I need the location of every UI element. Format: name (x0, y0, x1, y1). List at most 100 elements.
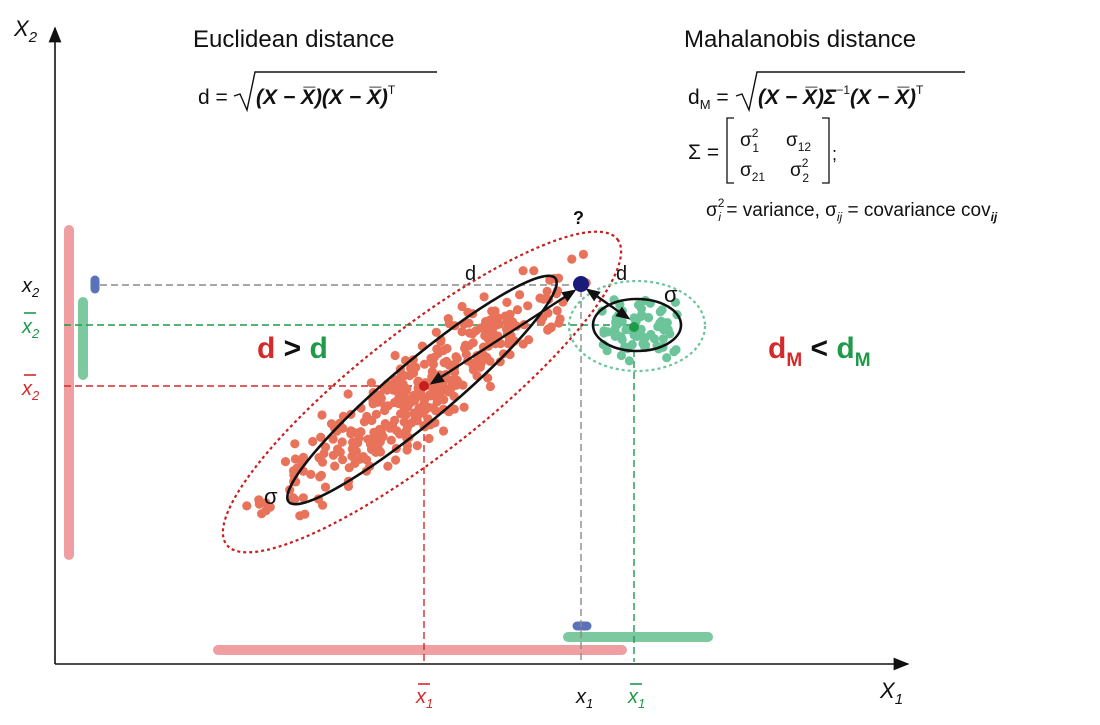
svg-text:(X − X̅)Σ−1(X − X̅)T: (X − X̅)Σ−1(X − X̅)T (758, 83, 924, 109)
red-data-point (523, 301, 533, 311)
red-data-point (449, 404, 459, 414)
red-data-point (539, 294, 549, 304)
red-sigma-label: σ (264, 484, 278, 509)
red-data-point (518, 266, 528, 276)
red-data-point (257, 509, 267, 519)
red-data-point (319, 448, 329, 459)
red-data-point (407, 418, 417, 428)
red-data-point (529, 266, 539, 276)
green-sigma-label: σ (664, 282, 678, 307)
red-data-point (316, 432, 326, 442)
variance-legend: σ2 i = variance, σij = covariance covij (706, 196, 998, 224)
red-data-point (465, 328, 475, 338)
svg-text:x2: x2 (21, 378, 40, 403)
red-data-point (479, 292, 489, 302)
red-data-point (320, 482, 331, 492)
euclidean-d-label: d (465, 263, 476, 285)
red-data-point (254, 495, 264, 505)
mahalanobis-distance-arrow (585, 288, 631, 320)
red-data-point (431, 327, 441, 337)
red-data-point (515, 290, 525, 300)
red-data-point (326, 419, 337, 429)
red-data-point (290, 454, 300, 464)
red-data-point (290, 494, 300, 504)
red-data-point (487, 322, 497, 332)
red-data-point (440, 385, 450, 395)
red-data-point (388, 385, 398, 395)
green-data-point (627, 340, 637, 350)
red-data-point (433, 393, 443, 403)
red-data-point (460, 343, 470, 353)
svg-text:;: ; (832, 144, 837, 164)
red-data-point (359, 417, 369, 427)
green-data-point (663, 324, 673, 335)
red-data-point (442, 343, 452, 354)
svg-text:x1: x1 (415, 686, 433, 711)
mahalanobis-comparison: dM < dM (768, 332, 871, 371)
red-data-point (261, 498, 271, 508)
mahalanobis-d-label: d (616, 263, 627, 285)
green-data-point (643, 312, 654, 323)
red-data-point (347, 451, 357, 461)
red-data-point (554, 318, 564, 328)
red-data-point (298, 493, 308, 503)
red-data-point (431, 406, 441, 416)
red-data-point (318, 500, 328, 510)
green-data-point (621, 325, 631, 335)
red-data-point (335, 447, 345, 457)
red-data-point (412, 441, 422, 451)
svg-text:x1: x1 (627, 686, 645, 711)
red-data-point (383, 401, 393, 411)
green-data-point (614, 331, 624, 341)
svg-text:σ12: σ12 (786, 130, 811, 154)
red-data-point (348, 439, 358, 449)
red-data-point (350, 458, 360, 468)
red-data-point (330, 461, 340, 471)
green-data-point (662, 318, 672, 328)
y-mark-x2-green-mean: x2 (21, 312, 40, 341)
red-data-point (338, 455, 348, 465)
green-data-point (636, 330, 646, 340)
mahalanobis-formula: dM = (X − X̅)Σ−1(X − X̅)T (688, 71, 965, 113)
red-data-point (375, 447, 386, 457)
red-cluster-outer-contour (221, 230, 623, 554)
red-data-point (368, 395, 378, 405)
svg-text:σ21: σ21 (740, 126, 759, 155)
green-data-point (662, 353, 672, 363)
red-data-point (578, 249, 589, 259)
red-data-point (280, 457, 291, 467)
red-data-point (375, 437, 385, 447)
red-data-point (390, 350, 400, 361)
red-data-point (343, 389, 353, 399)
y-axis-label: X2 (13, 16, 38, 46)
covariance-matrix: Σ = σ2 1 σ12 σ21 σ2 2 ; (688, 117, 837, 185)
red-data-point (427, 367, 437, 377)
euclidean-comparison: d > d (257, 332, 328, 365)
green-data-point (636, 304, 647, 314)
svg-text:x2: x2 (21, 316, 40, 341)
red-data-point (567, 254, 577, 264)
red-data-point (371, 409, 381, 419)
y-mark-x2: x2 (21, 275, 40, 300)
red-data-point (348, 428, 359, 438)
x-mark-x1-red-mean: x1 (415, 683, 433, 711)
red-cluster-sigma-ellipse (286, 274, 558, 506)
x-axis-label: X1 (879, 678, 903, 708)
red-data-point (552, 306, 562, 316)
green-data-point (638, 338, 648, 349)
red-data-point (401, 410, 411, 420)
red-data-point (543, 325, 553, 335)
red-data-point (477, 354, 487, 364)
svg-text:σ21: σ21 (740, 160, 765, 184)
red-data-point (300, 509, 310, 519)
green-data-point (653, 322, 663, 332)
svg-text:(X − X̅)(X − X̅)T: (X − X̅)(X − X̅)T (256, 83, 396, 109)
euclidean-formula: d = (X − X̅)(X − X̅)T (198, 71, 437, 113)
y-mark-x2-red-mean: x2 (21, 374, 40, 403)
red-data-point (308, 436, 318, 447)
green-data-point (657, 305, 667, 315)
red-data-point (502, 297, 512, 307)
red-data-point (395, 429, 405, 439)
svg-text:dM =: dM = (688, 86, 729, 112)
svg-text:d =: d = (198, 86, 228, 109)
